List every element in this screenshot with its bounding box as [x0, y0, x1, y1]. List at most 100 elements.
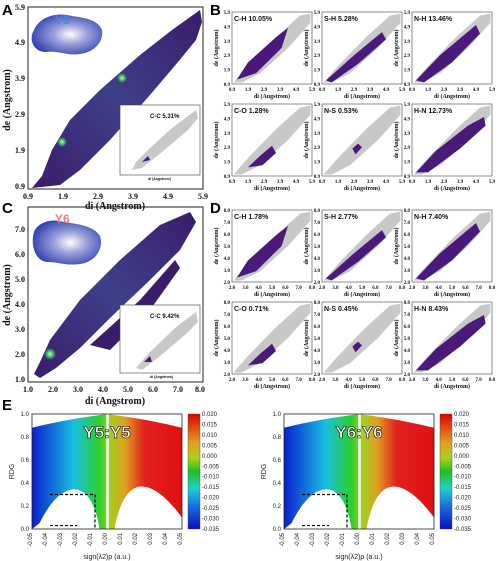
y5-label: Y5: [55, 13, 70, 27]
panel-a-inset-grey: [132, 110, 198, 170]
subplot-xtick: 0.9: [229, 180, 236, 185]
subplot-xtitle: di (Angstrom): [344, 383, 380, 390]
subplot-xtick: 5.0: [359, 378, 366, 383]
subplot-ytick: 2.9: [404, 54, 411, 59]
subplot-xtick: 4.0: [346, 286, 353, 291]
subplot-ytick: 2.0: [314, 373, 321, 378]
svg-text:3.9: 3.9: [128, 192, 138, 201]
rdg-xtick: -0.05: [28, 532, 34, 546]
subplot-ytick: 1.9: [224, 161, 231, 166]
subplot-xtick: 4.9: [293, 88, 300, 93]
subplot-grey-region: [233, 105, 311, 175]
rdg-colorbar: [187, 413, 201, 530]
subplot-xtitle: di (Angstrom): [434, 93, 470, 100]
rdg-colorbar-tick: -0.030: [454, 517, 472, 523]
subplot-ytitle: de (Angstrom): [213, 29, 220, 66]
subplot-xtick: 2.0: [229, 286, 236, 291]
subplot-ytick: 1.9: [314, 161, 321, 166]
subplot-contact-label: C-O 1.28%: [234, 108, 269, 115]
panel-c-fingerprint: [34, 212, 196, 378]
subplot-xtick: 7.0: [296, 286, 303, 291]
rdg-colorbar-tick: -0.020: [454, 496, 472, 502]
svg-text:0.9: 0.9: [15, 182, 25, 191]
rdg-xtick: -0.01: [340, 532, 346, 546]
svg-text:2.0: 2.0: [15, 350, 25, 359]
subplot-ytick: 6.0: [224, 325, 231, 330]
subplot-xtick: 3.0: [242, 378, 249, 383]
subplot-xtitle: di (Angstrom): [344, 93, 380, 100]
subplot-b-3: C-O 1.28% 0.90.9 1.9 1.9 2.9 2.9 3.9 3.9 4.9 4.9 5…: [213, 103, 316, 192]
subplot-b-4: N-S 0.53% 0.90.9 1.9 1.9 2.9 2.9 3.9 3.9 4.9 4.9 5…: [303, 103, 406, 192]
svg-text:7.0: 7.0: [15, 225, 25, 234]
subplot-xtick: 2.0: [319, 286, 326, 291]
subplot-ytick: 5.0: [224, 337, 231, 342]
subplot-axes: [231, 209, 313, 283]
subplot-xtick: 4.0: [256, 286, 263, 291]
subplot-ytick: 4.0: [224, 349, 231, 354]
subplot-ytick: 2.0: [404, 373, 411, 378]
subplot-xtick: 0.9: [229, 88, 236, 93]
subplot-xtick: 1.9: [245, 180, 252, 185]
rdg-ytick: 0.6: [21, 458, 30, 464]
panel-a-xticks: 0.9 1.9 2.9 3.9 4.9 5.9: [23, 192, 208, 201]
panel-e-label: E: [2, 397, 12, 414]
subplot-xtick: 6.0: [282, 286, 289, 291]
subplot-ytick: 5.9: [404, 11, 411, 16]
subplot-ytick: 2.9: [314, 146, 321, 151]
rdg-ytick: 0.0: [21, 527, 30, 533]
subplot-xtick: 5.0: [359, 286, 366, 291]
subplot-axes: [321, 103, 403, 177]
subplot-fingerprint: [248, 145, 276, 168]
subplot-xtick: 3.0: [422, 378, 429, 383]
subplot-ytick: 7.0: [404, 221, 411, 226]
subplot-ytick: 2.9: [404, 146, 411, 151]
rdg-ytick: 0.2: [273, 504, 282, 510]
subplot-xtick: 2.0: [409, 286, 416, 291]
svg-text:3.0: 3.0: [73, 385, 83, 394]
panel-c-inset-grey: [136, 312, 198, 370]
rdg-xtick: 0.04: [163, 532, 169, 544]
subplot-xtick: 2.0: [319, 378, 326, 383]
subplot-b-0: C-H 10.05% 0.90.9 1.9 1.9 2.9 2.9 3.9 3.9 4.9 4.9…: [213, 11, 316, 100]
subplot-xtick: 2.0: [229, 378, 236, 383]
subplot-xtick: 2.9: [441, 180, 448, 185]
subplot-ytick: 8.0: [404, 301, 411, 306]
rdg-colorbar-tick: -0.030: [202, 517, 220, 523]
subplot-ytick: 6.0: [224, 233, 231, 238]
subplot-ytick: 5.9: [224, 103, 231, 108]
rdg-xtick: 0.00: [355, 532, 361, 544]
subplot-xtick: 8.0: [489, 286, 496, 291]
subplot-xtick: 7.0: [296, 378, 303, 383]
rdg-colorbar-tick: 0.015: [454, 422, 470, 428]
subplot-xtick: 5.9: [399, 180, 406, 185]
rdg-ytick: 0.8: [273, 435, 282, 441]
subplot-ytick: 2.0: [224, 373, 231, 378]
subplot-ytick: 4.9: [404, 117, 411, 122]
panel-d-grid: C-H 1.78%2.02.03.03.04.04.05.05.06.06.07…: [213, 209, 496, 390]
subplot-xtitle: di (Angstrom): [254, 93, 290, 100]
subplot-d-5: H-N 8.43% 2.02.0 3.0 3.0 4.0 4.0 5.0 5.0 6.0 6.0 7…: [393, 301, 496, 390]
subplot-xtitle: di (Angstrom): [344, 291, 380, 298]
subplot-ytick: 1.9: [404, 69, 411, 74]
subplot-grey-region: [323, 303, 401, 373]
svg-text:6.0: 6.0: [15, 250, 25, 259]
rdg-xtick: -0.05: [280, 532, 286, 546]
subplot-xtick: 4.9: [383, 180, 390, 185]
subplot-ytick: 0.9: [224, 83, 231, 88]
rdg-colorbar-tick: -0.025: [454, 506, 472, 512]
subplot-ytick: 2.0: [314, 281, 321, 286]
subplot-xtick: 2.9: [351, 180, 358, 185]
panel-b: B C-H 10.05%0.90.91.91.92.92.93.93.94.94…: [210, 2, 496, 192]
rdg-colorbar-tick: 0.005: [202, 443, 218, 449]
subplot-xtick: 4.9: [473, 180, 480, 185]
subplot-contact-label: N-S 0.53%: [324, 108, 359, 115]
subplot-fingerprint: [326, 230, 386, 281]
subplot-ytitle: de (Angstrom): [303, 121, 310, 158]
subplot-ytick: 3.9: [404, 132, 411, 137]
subplot-xtick: 3.0: [332, 378, 339, 383]
subplot-xtick: 4.0: [436, 378, 443, 383]
subplot-axes: [411, 103, 493, 177]
rdg-dashed-box: [302, 493, 348, 529]
subplot-fingerprint: [236, 225, 288, 278]
subplot-xtick: 8.0: [309, 378, 316, 383]
